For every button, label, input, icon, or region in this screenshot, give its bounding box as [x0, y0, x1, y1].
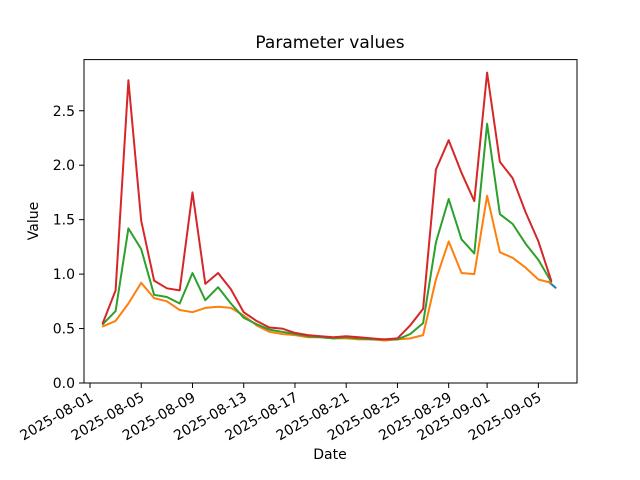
plot-border — [83, 59, 578, 384]
y-tick-label: 2.0 — [53, 158, 75, 174]
series-green-line — [101, 122, 553, 341]
y-tick-label: 1.0 — [53, 267, 75, 283]
y-tick-label: 0.5 — [53, 322, 75, 338]
x-axis-label: Date — [313, 447, 346, 463]
series-red-line — [101, 71, 553, 341]
y-tick-label: 1.5 — [53, 213, 75, 229]
y-tick-label: 2.5 — [53, 104, 75, 120]
y-tick-label: 0.0 — [53, 376, 75, 392]
chart-title: Parameter values — [255, 33, 404, 53]
series-lines — [101, 71, 557, 342]
series-orange-line — [101, 194, 553, 342]
y-axis-label: Value — [26, 202, 42, 240]
